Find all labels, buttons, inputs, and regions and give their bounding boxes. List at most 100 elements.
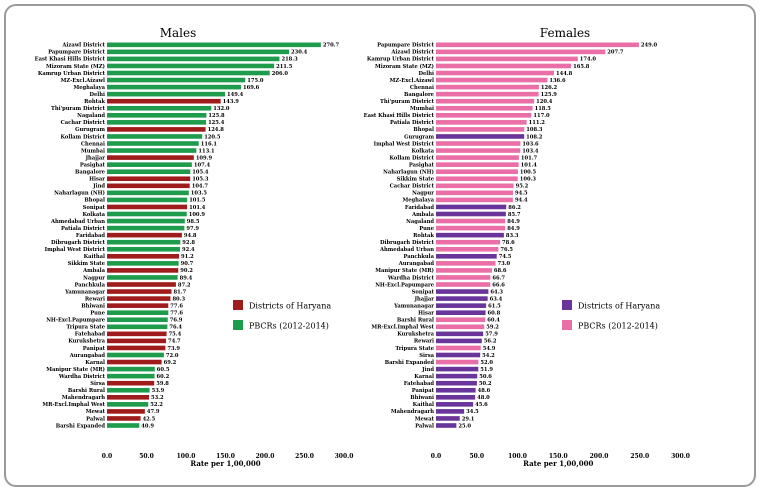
male-category-label: NH-Excl.Papumpare bbox=[46, 318, 106, 324]
female-bar bbox=[436, 282, 491, 287]
female-category-label: Ambala bbox=[411, 212, 434, 218]
male-category-label: Palwal bbox=[86, 416, 105, 422]
male-x-tick-label: 0.0 bbox=[102, 453, 112, 460]
female-category-label: Barshi Rural bbox=[397, 318, 434, 324]
male-data-label: 101.5 bbox=[189, 198, 206, 204]
male-category-label: Patiala District bbox=[61, 226, 106, 232]
male-bar bbox=[107, 84, 241, 90]
male-category-label: Aurangabad bbox=[69, 353, 106, 359]
female-bar bbox=[436, 162, 519, 167]
male-category-label: Sirsa bbox=[90, 381, 105, 387]
female-bar bbox=[436, 134, 525, 139]
female-category-label: Chennai bbox=[410, 85, 434, 91]
male-data-label: 120.5 bbox=[204, 134, 221, 140]
male-category-label: Sonipat bbox=[83, 205, 106, 211]
female-x-tick-label: 300.0 bbox=[671, 453, 690, 460]
female-data-label: 101.4 bbox=[521, 162, 538, 168]
female-bar bbox=[436, 402, 474, 407]
female-bar bbox=[436, 275, 491, 280]
female-category-label: Yamunanagar bbox=[393, 303, 434, 309]
female-category-label: Wardha District bbox=[387, 275, 435, 281]
female-data-label: 57.9 bbox=[485, 332, 498, 338]
female-bar bbox=[436, 409, 465, 414]
male-bar bbox=[107, 190, 189, 196]
male-x-tick-label: 300.0 bbox=[335, 453, 354, 460]
male-category-label: Rewari bbox=[85, 296, 105, 302]
female-legend-swatch bbox=[562, 320, 572, 330]
female-data-label: 101.7 bbox=[521, 155, 538, 161]
male-x-tick-label: 150.0 bbox=[216, 453, 235, 460]
male-data-label: 124.8 bbox=[208, 127, 225, 133]
female-bar bbox=[436, 303, 487, 308]
female-data-label: 86.2 bbox=[508, 205, 521, 211]
male-category-label: Panipat bbox=[83, 346, 106, 352]
female-bar bbox=[436, 232, 504, 238]
female-data-label: 207.7 bbox=[607, 50, 624, 56]
female-category-label: Kaithal bbox=[413, 402, 434, 408]
male-bar bbox=[107, 155, 194, 160]
female-data-label: 125.9 bbox=[541, 92, 558, 98]
female-data-label: 144.8 bbox=[556, 71, 573, 77]
female-bar bbox=[436, 84, 539, 90]
male-data-label: 59.8 bbox=[156, 381, 169, 387]
male-category-label: Chennai bbox=[81, 141, 105, 147]
male-data-label: 105.4 bbox=[192, 170, 209, 176]
male-data-label: 98.5 bbox=[187, 219, 200, 225]
female-data-label: 126.2 bbox=[541, 85, 558, 91]
female-data-label: 108.2 bbox=[526, 134, 543, 140]
female-category-label: Papumpare District bbox=[377, 43, 434, 49]
male-bar bbox=[107, 261, 179, 266]
female-legend-label: PBCRs (2012-2014) bbox=[578, 322, 658, 331]
female-category-label: Ahmedabad Urban bbox=[379, 247, 434, 253]
male-data-label: 206.0 bbox=[272, 71, 289, 77]
female-legend-swatch bbox=[562, 300, 572, 310]
male-bar bbox=[107, 254, 180, 259]
female-category-label: Panchkula bbox=[403, 254, 434, 260]
male-bar bbox=[107, 105, 212, 111]
male-category-label: Barshi Rural bbox=[68, 388, 105, 394]
male-bar bbox=[107, 275, 178, 280]
female-data-label: 249.0 bbox=[641, 43, 658, 49]
female-category-label: Mumbai bbox=[410, 106, 434, 112]
female-category-label: Panipat bbox=[412, 388, 435, 394]
male-bar bbox=[107, 225, 185, 231]
male-category-label: Nagaland bbox=[77, 113, 105, 119]
male-category-label: Hisar bbox=[89, 177, 105, 183]
male-category-label: Sikkim State bbox=[68, 261, 106, 267]
female-bar bbox=[436, 127, 525, 132]
male-data-label: 40.9 bbox=[141, 423, 154, 429]
male-bar bbox=[107, 176, 191, 182]
female-data-label: 54.9 bbox=[483, 346, 496, 352]
female-bar bbox=[436, 416, 460, 421]
female-category-label: NH-Excl.Papumpare bbox=[375, 282, 435, 288]
female-data-label: 84.9 bbox=[507, 219, 520, 225]
male-bar bbox=[107, 338, 167, 344]
female-x-tick-label: 100.0 bbox=[508, 453, 527, 460]
female-bar bbox=[436, 113, 532, 118]
female-bar bbox=[436, 345, 481, 351]
female-data-label: 165.8 bbox=[573, 64, 590, 70]
female-x-tick-label: 200.0 bbox=[590, 453, 609, 460]
female-category-label: Aizawl District bbox=[390, 50, 434, 56]
female-data-label: 64.3 bbox=[490, 289, 503, 295]
female-data-label: 73.0 bbox=[498, 261, 511, 267]
male-category-label: Rohtak bbox=[84, 99, 105, 105]
male-category-label: Ahmedabad Urban bbox=[50, 219, 105, 225]
male-data-label: 77.6 bbox=[170, 311, 183, 317]
male-category-label: Kamrup Urban District bbox=[38, 71, 106, 77]
male-chart-title: Males bbox=[160, 26, 197, 40]
male-bar bbox=[107, 49, 290, 55]
female-bar bbox=[436, 77, 548, 83]
male-data-label: 52.2 bbox=[150, 402, 163, 408]
female-bar bbox=[436, 176, 518, 182]
female-bar bbox=[436, 211, 506, 217]
female-x-axis-label: Rate per 1,00,000 bbox=[523, 459, 593, 468]
male-bar bbox=[107, 134, 203, 139]
female-bar bbox=[436, 63, 572, 69]
female-category-label: Jind bbox=[421, 367, 434, 373]
female-data-label: 136.6 bbox=[549, 78, 566, 84]
female-category-label: Karnal bbox=[414, 374, 434, 380]
female-category-label: Jhajjar bbox=[414, 296, 435, 302]
male-category-label: Mahendragarh bbox=[62, 395, 105, 401]
male-data-label: 80.3 bbox=[172, 296, 185, 302]
